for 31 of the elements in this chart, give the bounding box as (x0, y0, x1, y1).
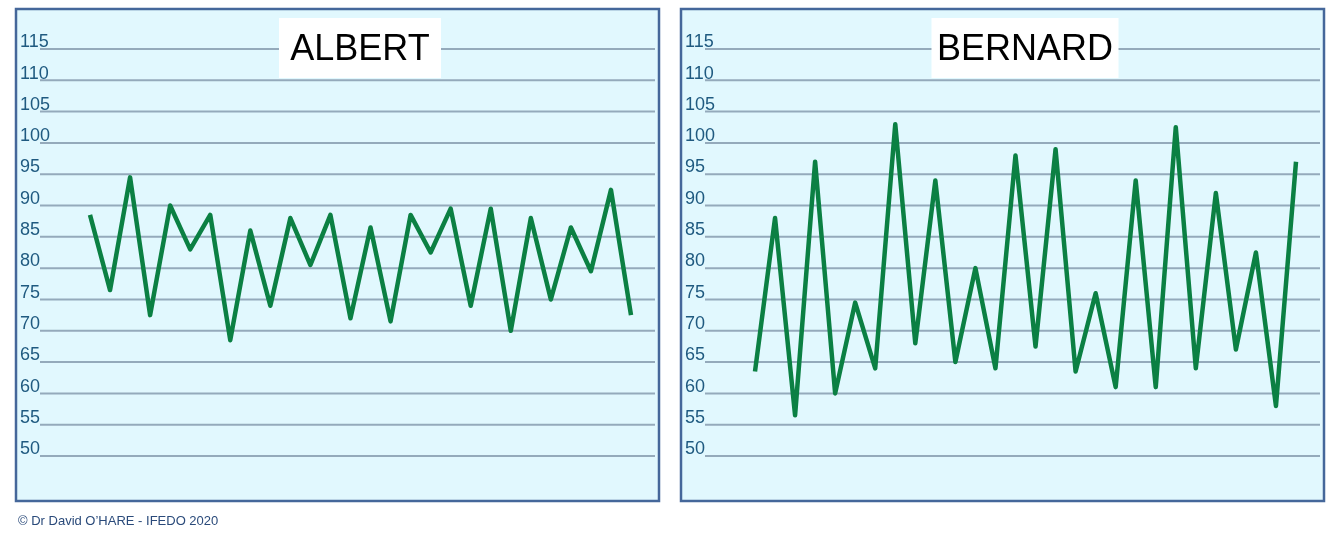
y-tick-label: 75 (685, 281, 706, 302)
y-tick-label: 60 (685, 375, 706, 396)
y-tick-label: 115 (685, 31, 714, 52)
y-tick-label: 90 (20, 187, 41, 208)
y-tick-label: 105 (685, 93, 716, 114)
y-tick-label: 85 (20, 219, 41, 240)
y-tick-label: 95 (685, 156, 706, 177)
y-tick-label: 110 (20, 62, 49, 83)
chart-title: BERNARD (936, 27, 1114, 68)
chart-title: ALBERT (290, 27, 430, 68)
y-tick-label: 100 (685, 125, 716, 146)
y-tick-label: 80 (20, 250, 41, 271)
y-tick-label: 75 (20, 281, 41, 302)
y-tick-label: 55 (20, 406, 41, 427)
y-tick-label: 65 (685, 344, 706, 365)
y-tick-label: 100 (20, 125, 51, 146)
y-tick-label: 85 (685, 219, 706, 240)
text: © Dr David O’HARE - IFEDO 2020 (18, 513, 219, 528)
y-tick-label: 95 (20, 156, 41, 177)
y-tick-label: 110 (685, 62, 714, 83)
y-tick-label: 80 (685, 250, 706, 271)
y-tick-label: 105 (20, 93, 51, 114)
y-tick-label: 70 (20, 312, 41, 333)
y-tick-label: 50 (20, 438, 41, 459)
y-tick-label: 50 (685, 438, 706, 459)
y-tick-label: 115 (20, 31, 49, 52)
y-tick-label: 60 (20, 375, 41, 396)
y-tick-label: 65 (20, 344, 41, 365)
y-tick-label: 90 (685, 187, 706, 208)
y-tick-label: 70 (685, 312, 706, 333)
y-tick-label: 55 (685, 406, 706, 427)
